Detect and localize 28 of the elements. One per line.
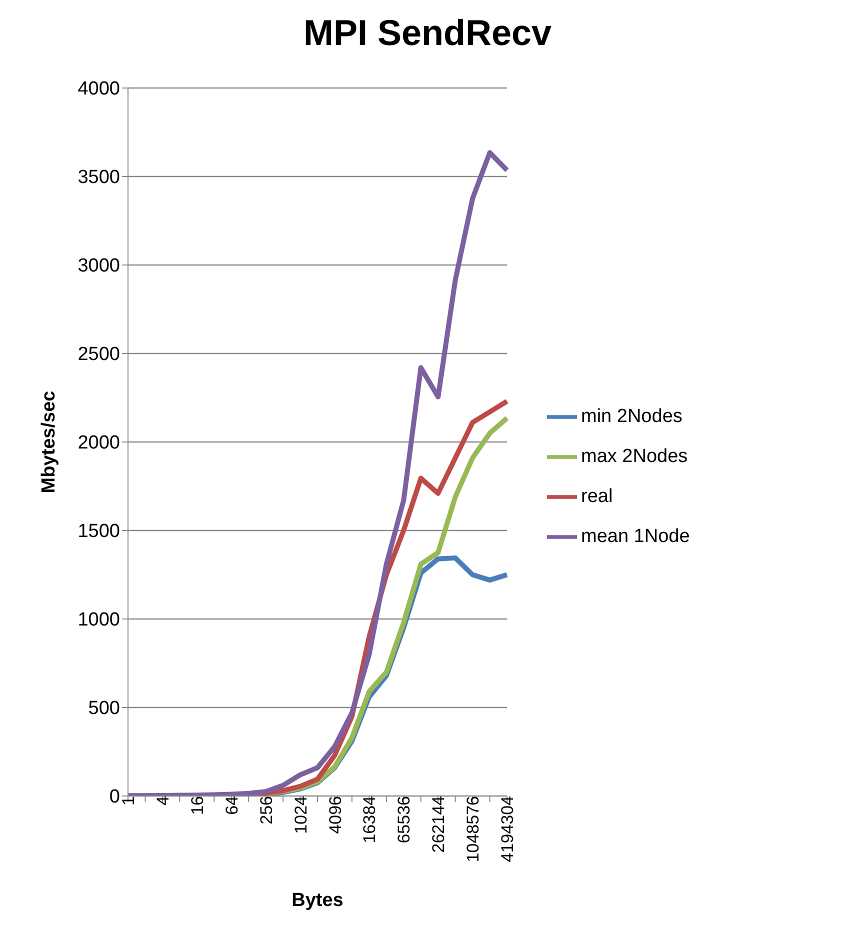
- x-tick-label: 1024: [291, 796, 310, 834]
- x-tick-label: 65536: [394, 796, 414, 844]
- x-tick-label: 1: [119, 796, 138, 806]
- x-tick-label: 4096: [326, 796, 345, 834]
- x-tick-label: 4: [154, 796, 173, 806]
- x-tick-label: 256: [256, 796, 276, 824]
- y-tick-label: 0: [109, 786, 120, 808]
- x-tick-label: 16384: [360, 796, 380, 844]
- y-tick-label: 3500: [78, 167, 120, 188]
- legend-label: max 2Nodes: [581, 446, 688, 467]
- y-tick-label: 1500: [78, 521, 120, 542]
- legend-label: real: [581, 486, 613, 507]
- y-axis-title: Mbytes/sec: [38, 390, 60, 494]
- y-tick-label: 2000: [78, 432, 120, 454]
- x-axis-title: Bytes: [292, 890, 344, 911]
- legend-label: mean 1Node: [581, 526, 690, 547]
- x-tick-label: 4194304: [498, 796, 518, 862]
- y-tick-label: 500: [88, 698, 120, 720]
- y-tick-label: 3000: [78, 256, 120, 277]
- y-tick-label: 4000: [78, 78, 120, 100]
- y-tick-label: 1000: [78, 610, 120, 631]
- legend-label: min 2Nodes: [581, 406, 682, 427]
- x-tick-label: 262144: [429, 796, 448, 853]
- x-tick-label: 1048576: [464, 796, 483, 862]
- x-tick-label: 64: [222, 796, 242, 815]
- y-tick-label: 2500: [78, 344, 120, 366]
- x-tick-label: 16: [188, 796, 207, 815]
- chart-title: MPI SendRecv: [302, 12, 553, 54]
